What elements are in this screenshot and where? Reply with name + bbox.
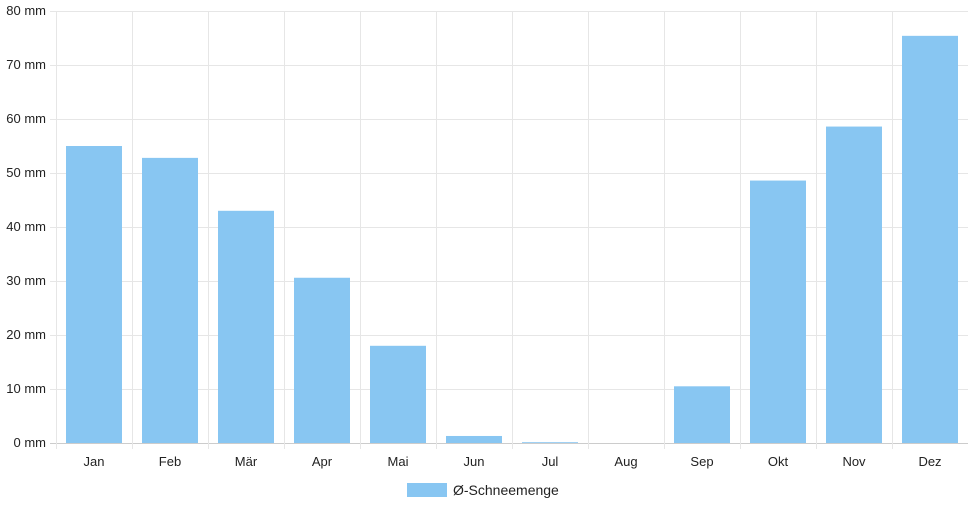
x-tick-label: Mai [388,454,409,469]
legend[interactable]: Ø-Schneemenge [407,482,559,498]
bar-sep[interactable] [674,386,730,443]
bar-apr[interactable] [294,277,350,443]
x-tick-label: Jun [464,454,485,469]
x-tick-label: Sep [690,454,713,469]
y-tick-label: 0 mm [14,435,47,450]
legend-swatch[interactable] [407,483,447,497]
y-tick-label: 60 mm [6,111,46,126]
x-tick-label: Apr [312,454,333,469]
bar-mär[interactable] [218,210,274,443]
y-tick-label: 20 mm [6,327,46,342]
bar-dez[interactable] [902,35,958,444]
y-tick-label: 80 mm [6,3,46,18]
bars [66,35,958,444]
y-tick-label: 50 mm [6,165,46,180]
y-tick-label: 30 mm [6,273,46,288]
bar-okt[interactable] [750,180,806,443]
grid [50,11,968,449]
bar-jun[interactable] [446,435,502,443]
legend-label[interactable]: Ø-Schneemenge [453,482,559,498]
y-tick-label: 10 mm [6,381,46,396]
y-tick-label: 70 mm [6,57,46,72]
bar-jan[interactable] [66,146,122,443]
y-axis-ticks: 0 mm 10 mm 20 mm 30 mm 40 mm 50 mm 60 mm 70 mm 8… [6,3,46,450]
x-tick-label: Dez [918,454,941,469]
bar-nov[interactable] [826,126,882,443]
x-tick-label: Jul [542,454,559,469]
bar-jul[interactable] [522,442,578,443]
x-tick-label: Mär [235,454,258,469]
x-tick-label: Jan [84,454,105,469]
x-tick-label: Okt [768,454,789,469]
x-tick-label: Feb [159,454,181,469]
x-tick-label: Aug [614,454,637,469]
x-axis-ticks: Jan Feb Mär Apr Mai Jun Jul Aug Sep Okt Nov Dez [84,454,942,469]
bar-mai[interactable] [370,345,426,443]
y-tick-label: 40 mm [6,219,46,234]
bar-feb[interactable] [142,157,198,443]
x-tick-label: Nov [842,454,866,469]
